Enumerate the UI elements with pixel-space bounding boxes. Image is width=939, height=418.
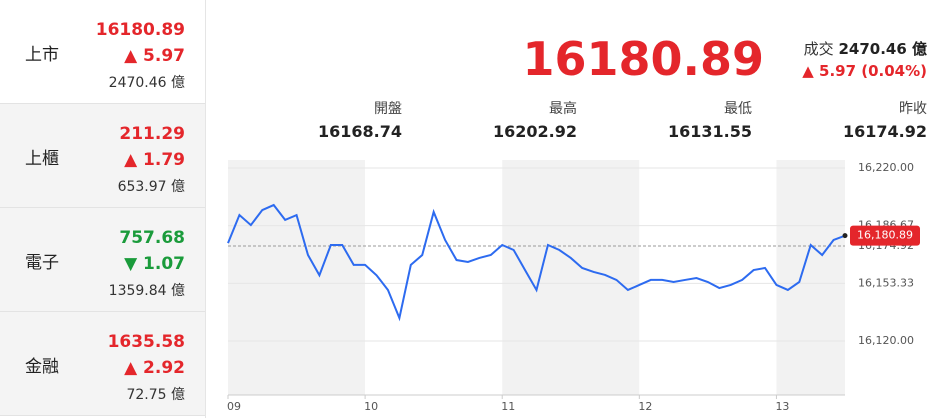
price: 16180.89 (522, 32, 764, 86)
session-band (228, 160, 366, 395)
last-dot (842, 233, 848, 239)
change: ▲ 5.97 (0.04%) (802, 62, 927, 80)
index-name: 金融 (25, 357, 59, 377)
stat: 開盤 16168.74 (252, 98, 402, 141)
index-price: 211.29 (119, 124, 185, 144)
volume-label: 成交 (803, 40, 834, 58)
index-price: 1635.58 (107, 332, 185, 352)
index-row[interactable]: 上市 16180.89 ▲ 5.97 2470.46 億 (0, 0, 205, 104)
index-name: 上市 (25, 45, 59, 65)
stat-value: 16174.92 (842, 122, 927, 141)
y-tick-label: 16,153.33 (858, 276, 914, 289)
session-band (639, 160, 777, 395)
index-price: 757.68 (119, 228, 185, 248)
index-change: ▲ 1.79 (124, 150, 185, 170)
volume-value: 2470.46 億 (838, 40, 927, 58)
x-tick-label: 09 (227, 400, 241, 413)
stat-value: 16168.74 (317, 122, 402, 141)
y-tick-label: 16,120.00 (858, 334, 914, 347)
stat-label: 最低 (724, 101, 752, 117)
index-name: 電子 (25, 253, 59, 273)
session-band (365, 160, 503, 395)
index-volume: 1359.84 億 (108, 283, 185, 299)
stat-value: 16202.92 (492, 122, 577, 141)
last-tag (850, 225, 920, 246)
x-tick-label: 10 (364, 400, 378, 413)
x-tick-label: 13 (775, 400, 789, 413)
index-row[interactable]: 金融 1635.58 ▲ 2.92 72.75 億 (0, 312, 205, 416)
session-band (502, 160, 640, 395)
index-change: ▼ 1.07 (124, 254, 185, 274)
index-volume: 653.97 億 (117, 179, 185, 195)
x-tick-label: 12 (638, 400, 652, 413)
sidebar: 上市 16180.89 ▲ 5.97 2470.46 億上櫃 211.29 ▲ 1.79 6… (0, 0, 206, 418)
volume: 成交 2470.46 億 (804, 38, 927, 59)
index-change: ▲ 5.97 (124, 46, 185, 66)
index-volume: 2470.46 億 (108, 75, 185, 91)
stat: 最低 16131.55 (602, 98, 752, 141)
index-name: 上櫃 (25, 149, 59, 169)
x-tick-label: 11 (501, 400, 515, 413)
index-row[interactable]: 電子 757.68 ▼ 1.07 1359.84 億 (0, 208, 205, 312)
session-band (776, 160, 845, 395)
index-volume: 72.75 億 (126, 387, 185, 403)
index-change: ▲ 2.92 (124, 358, 185, 378)
stat: 昨收 16174.92 (777, 98, 927, 141)
last-label: 16,180.89 (857, 229, 913, 242)
stat-value: 16131.55 (667, 122, 752, 141)
stat-label: 開盤 (374, 101, 402, 117)
y-tick-label: 16,220.00 (858, 161, 914, 174)
index-price: 16180.89 (95, 20, 185, 40)
stat-label: 昨收 (899, 101, 927, 117)
index-row[interactable]: 上櫃 211.29 ▲ 1.79 653.97 億 (0, 104, 205, 208)
price-line (227, 203, 846, 322)
stat-label: 最高 (549, 101, 577, 117)
stat: 最高 16202.92 (427, 98, 577, 141)
